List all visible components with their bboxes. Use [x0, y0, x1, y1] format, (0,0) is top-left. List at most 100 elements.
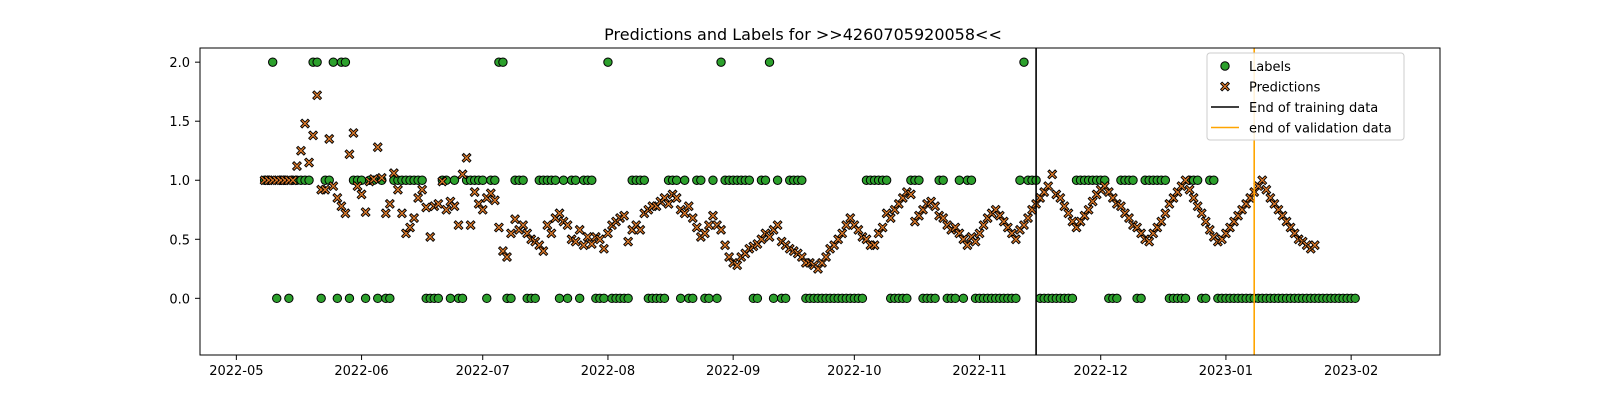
prediction-point — [586, 238, 597, 250]
label-point — [272, 293, 282, 304]
prediction-point — [598, 243, 609, 254]
legend-label: Predictions — [1249, 81, 1321, 96]
label-point — [1201, 293, 1211, 304]
prediction-point — [1188, 192, 1199, 203]
prediction-point — [1144, 236, 1155, 247]
label-point — [599, 293, 609, 304]
legend: Labels Predictions End of training data end… — [1206, 52, 1405, 141]
prediction-point — [417, 184, 428, 195]
label-point — [671, 175, 682, 185]
prediction-point — [421, 202, 432, 213]
label-point — [360, 293, 371, 304]
label-point — [688, 293, 698, 304]
label-point — [902, 293, 912, 304]
x-tick-label: 2022-06 — [334, 364, 388, 379]
prediction-point — [602, 228, 613, 239]
label-point — [328, 57, 338, 67]
prediction-point — [457, 169, 468, 180]
label-point — [312, 57, 322, 67]
label-point — [478, 175, 488, 185]
label-point — [950, 293, 961, 304]
label-point — [1209, 175, 1219, 185]
prediction-point — [554, 208, 565, 219]
label-point — [457, 293, 468, 304]
label-point — [530, 293, 540, 304]
label-point — [712, 293, 722, 304]
prediction-point — [1083, 204, 1094, 215]
x-tick-label: 2023-01 — [1199, 364, 1253, 379]
prediction-point — [469, 187, 480, 198]
prediction-point — [380, 208, 391, 219]
prediction-point — [501, 251, 513, 263]
prediction-point — [388, 168, 399, 179]
label-point — [433, 293, 444, 304]
label-point — [716, 57, 726, 67]
prediction-point — [1196, 208, 1207, 219]
x-axis: 2022-05 2022-06 2022-07 2022-08 2022-09 2022-… — [209, 355, 1378, 379]
prediction-point — [845, 212, 856, 224]
prediction-point — [328, 181, 339, 192]
label-point — [764, 57, 775, 67]
label-point — [1011, 293, 1021, 304]
prediction-point — [570, 236, 581, 247]
prediction-point — [1010, 234, 1021, 245]
label-point — [958, 293, 969, 304]
prediction-point — [304, 157, 315, 168]
prediction-point — [582, 231, 593, 242]
prediction-point — [885, 212, 896, 224]
label-point — [1160, 175, 1171, 185]
label-point — [704, 293, 714, 304]
label-point — [1015, 175, 1025, 185]
plot-frame — [199, 47, 1441, 356]
y-tick-label: 0.5 — [169, 233, 190, 248]
prediction-point — [404, 222, 416, 233]
label-point — [639, 175, 649, 185]
label-point — [1180, 293, 1191, 304]
label-point — [772, 175, 783, 185]
label-point — [696, 175, 706, 185]
y-tick-label: 2.0 — [169, 56, 190, 71]
label-point — [449, 175, 460, 185]
prediction-point — [332, 192, 343, 203]
label-point — [340, 57, 351, 67]
prediction-point — [538, 246, 549, 257]
prediction-point — [1059, 201, 1070, 212]
prediction-point — [287, 175, 298, 186]
label-point — [797, 175, 807, 185]
label-point — [587, 175, 597, 185]
prediction-point — [308, 130, 319, 141]
label-point — [914, 175, 924, 185]
prediction-point — [1192, 201, 1203, 212]
label-point — [518, 175, 528, 185]
legend-label: end of validation data — [1249, 122, 1392, 137]
prediction-point — [1156, 216, 1167, 227]
label-point — [954, 175, 965, 185]
label-point — [562, 293, 573, 304]
prediction-point — [841, 220, 852, 231]
prediction-point — [772, 220, 783, 231]
prediction-point — [295, 145, 307, 156]
prediction-point — [623, 236, 634, 247]
prediction-point — [1018, 220, 1030, 231]
prediction-point — [732, 260, 743, 271]
prediction-point — [1261, 184, 1272, 195]
prediction-point — [505, 228, 517, 239]
prediction-point — [1160, 208, 1171, 219]
prediction-point — [703, 220, 714, 231]
prediction-point — [299, 118, 311, 129]
prediction-point — [687, 212, 698, 224]
label-point — [675, 293, 686, 304]
prediction-point — [1087, 196, 1098, 207]
label-point — [445, 293, 456, 304]
x-tick-label: 2022-09 — [706, 364, 760, 379]
legend-label: Labels — [1249, 60, 1291, 75]
prediction-point — [392, 184, 403, 195]
predictions-series — [259, 90, 1320, 274]
label-point — [881, 175, 892, 185]
x-tick-label: 2022-07 — [456, 364, 510, 379]
prediction-point — [344, 149, 355, 160]
prediction-point — [663, 198, 674, 209]
label-point — [550, 175, 561, 185]
label-point — [498, 57, 508, 67]
